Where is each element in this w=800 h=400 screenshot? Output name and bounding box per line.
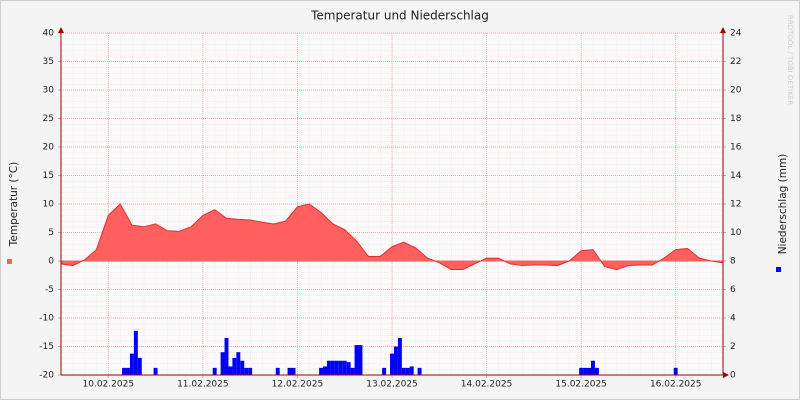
x-tick-label: 14.02.2025 [461,380,513,390]
precipitation-bar [330,360,335,375]
precipitation-bar [673,367,678,375]
y-tick-label: 35 [43,57,54,67]
precipitation-bar [212,367,217,375]
y2-tick-label: 2 [730,342,736,352]
precipitation-bar [326,360,331,375]
y-tick-label: 10 [43,200,55,210]
precipitation-bar [401,367,406,375]
precipitation-bar [409,366,414,375]
precipitation-bar [346,362,351,375]
precipitation-bar [590,360,595,375]
precipitation-bar [390,353,394,375]
y-tick-label: -5 [45,285,54,295]
x-tick-label: 10.02.2025 [83,380,135,390]
precipitation-bar [354,345,359,375]
temperature-area [61,204,723,270]
precipitation-bar [236,352,241,375]
precipitation-bar [153,367,158,375]
chart-title: Temperatur und Niederschlag [310,9,489,23]
precipitation-bar [350,367,355,375]
y2-tick-label: 8 [730,257,736,267]
y2-tick-label: 24 [730,29,742,39]
precipitation-bar [232,357,237,375]
y2-tick-label: 6 [730,285,736,295]
watermark: RRDTOOL / TOBI OETIKER [786,15,794,105]
y-tick-label: 30 [43,86,55,96]
x-tick-label: 15.02.2025 [555,380,607,390]
precipitation-bar [323,366,327,375]
precipitation-bar [291,367,296,375]
precipitation-bar [220,352,225,375]
x-tick-label: 11.02.2025 [177,380,229,390]
axis-arrow [720,27,726,33]
y2-tick-label: 0 [730,371,736,381]
y-tick-label: 5 [48,228,54,238]
y2-tick-label: 22 [730,57,741,67]
precipitation-bar [240,360,245,375]
axis-arrow [58,27,64,33]
precipitation-bar [338,360,343,375]
axis-arrow [723,372,729,378]
precipitation-bar [405,367,410,375]
y-tick-label: -10 [39,314,54,324]
precipitation-bar [594,367,599,375]
temperature-line [60,203,724,271]
precipitation-bar [275,367,280,375]
precipitation-bar [133,330,138,375]
precipitation-bar [334,360,339,375]
y-tick-label: -15 [39,342,54,352]
y-tick-label: 25 [43,114,54,124]
y-tick-label: -20 [39,371,54,381]
marks [60,203,724,375]
y2-tick-label: 4 [730,314,736,324]
y-axis-label: Temperatur (°C) [8,162,20,247]
x-tick-label: 12.02.2025 [272,380,324,390]
y2-tick-label: 18 [730,114,742,124]
precipitation-bar [358,345,363,375]
precipitation-bar [244,367,249,375]
x-tick-label: 16.02.2025 [650,380,702,390]
y-tick-label: 15 [43,171,54,181]
precipitation-bar [137,357,142,375]
precipitation-bar [342,360,347,375]
precipitation-bar [224,337,229,375]
precipitation-bar [397,337,402,375]
precipitation-bar [319,367,324,375]
precipitation-bar [287,367,292,375]
y-tick-label: 20 [43,143,55,153]
y-tick-label: 40 [43,29,55,39]
y2-axis-label: Niederschlag (mm) [777,154,789,255]
labels: -20-15-10-505101520253035400246810121416… [7,29,781,390]
precipitation-bar [587,367,591,375]
precipitation-bar [583,367,588,375]
y2-tick-label: 20 [730,86,742,96]
legend-swatch [776,267,781,272]
y2-tick-label: 12 [730,200,741,210]
precipitation-bar [579,367,584,375]
y2-tick-label: 10 [730,228,742,238]
legend-swatch [7,259,12,264]
x-tick-label: 13.02.2025 [366,380,418,390]
precipitation-bar [417,367,422,375]
precipitation-bar [382,367,387,375]
precipitation-bar [248,367,253,375]
y2-tick-label: 14 [730,171,742,181]
precipitation-bar [122,367,127,375]
precipitation-bar [228,366,233,375]
y-tick-label: 0 [48,257,54,267]
precipitation-bar [126,367,130,375]
precipitation-bar [393,346,398,375]
precipitation-bar [129,353,134,375]
y2-tick-label: 16 [730,143,742,153]
